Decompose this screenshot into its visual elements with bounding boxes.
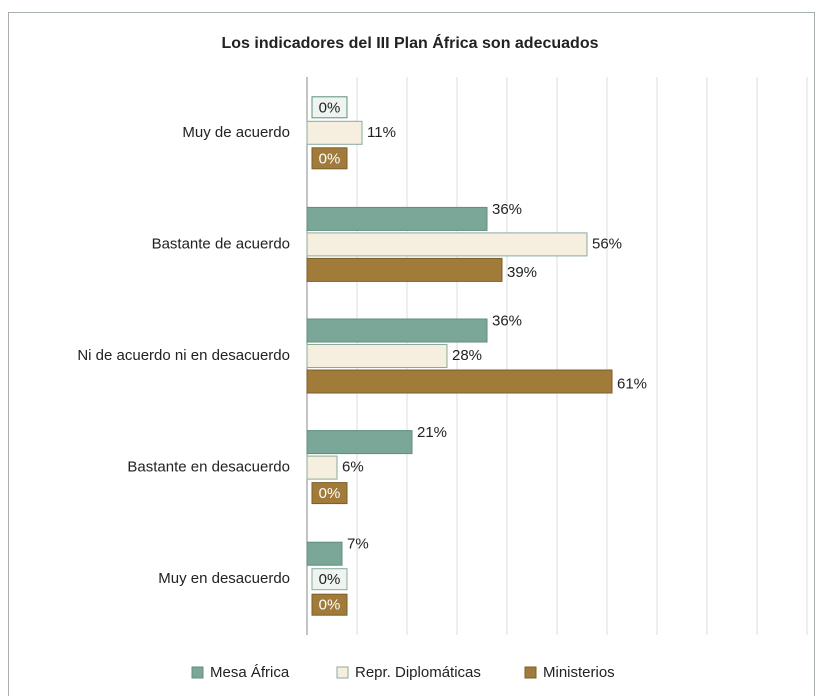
data-label: 36%: [492, 201, 522, 218]
bar: [306, 120, 363, 145]
bar: [306, 369, 613, 394]
bar: [306, 257, 503, 282]
data-label: 0%: [319, 99, 341, 116]
label-box: [311, 96, 348, 119]
legend-label: Repr. Diplomáticas: [355, 664, 481, 681]
y-tick-label: Muy en desacuerdo: [158, 570, 290, 587]
bar: [306, 541, 343, 566]
legend-label: Mesa África: [210, 664, 290, 681]
data-label: 0%: [319, 597, 341, 614]
bar: [306, 344, 448, 368]
legend-label: Ministerios: [543, 664, 615, 681]
y-tick-label: Muy de acuerdo: [182, 124, 290, 141]
bar: [306, 318, 488, 343]
label-box: [311, 593, 348, 616]
label-box: [311, 568, 348, 591]
y-tick-label: Bastante en desacuerdo: [127, 459, 290, 476]
data-label: 56%: [592, 235, 622, 252]
legend-swatch: [336, 666, 349, 679]
data-label: 61%: [617, 375, 647, 392]
data-label: 0%: [319, 485, 341, 502]
data-label: 36%: [492, 312, 522, 329]
label-box: [311, 147, 348, 170]
data-label: 6%: [342, 459, 364, 476]
y-tick-label: Bastante de acuerdo: [152, 235, 290, 252]
label-box: [311, 482, 348, 505]
y-tick-label: Ni de acuerdo ni en desacuerdo: [77, 347, 290, 364]
bar: [306, 206, 488, 231]
data-label: 39%: [507, 264, 537, 281]
data-label: 11%: [367, 124, 396, 141]
data-label: 0%: [319, 571, 341, 588]
data-label: 21%: [417, 424, 447, 441]
data-label: 7%: [347, 536, 369, 553]
legend-swatch: [524, 666, 537, 679]
legend-swatch: [191, 666, 204, 679]
chart-title: Los indicadores del III Plan África son …: [222, 33, 599, 52]
bar: [306, 455, 338, 480]
bar: [306, 232, 588, 257]
data-label: 0%: [319, 150, 341, 167]
bar: [306, 430, 413, 455]
data-label: 28%: [452, 347, 482, 364]
